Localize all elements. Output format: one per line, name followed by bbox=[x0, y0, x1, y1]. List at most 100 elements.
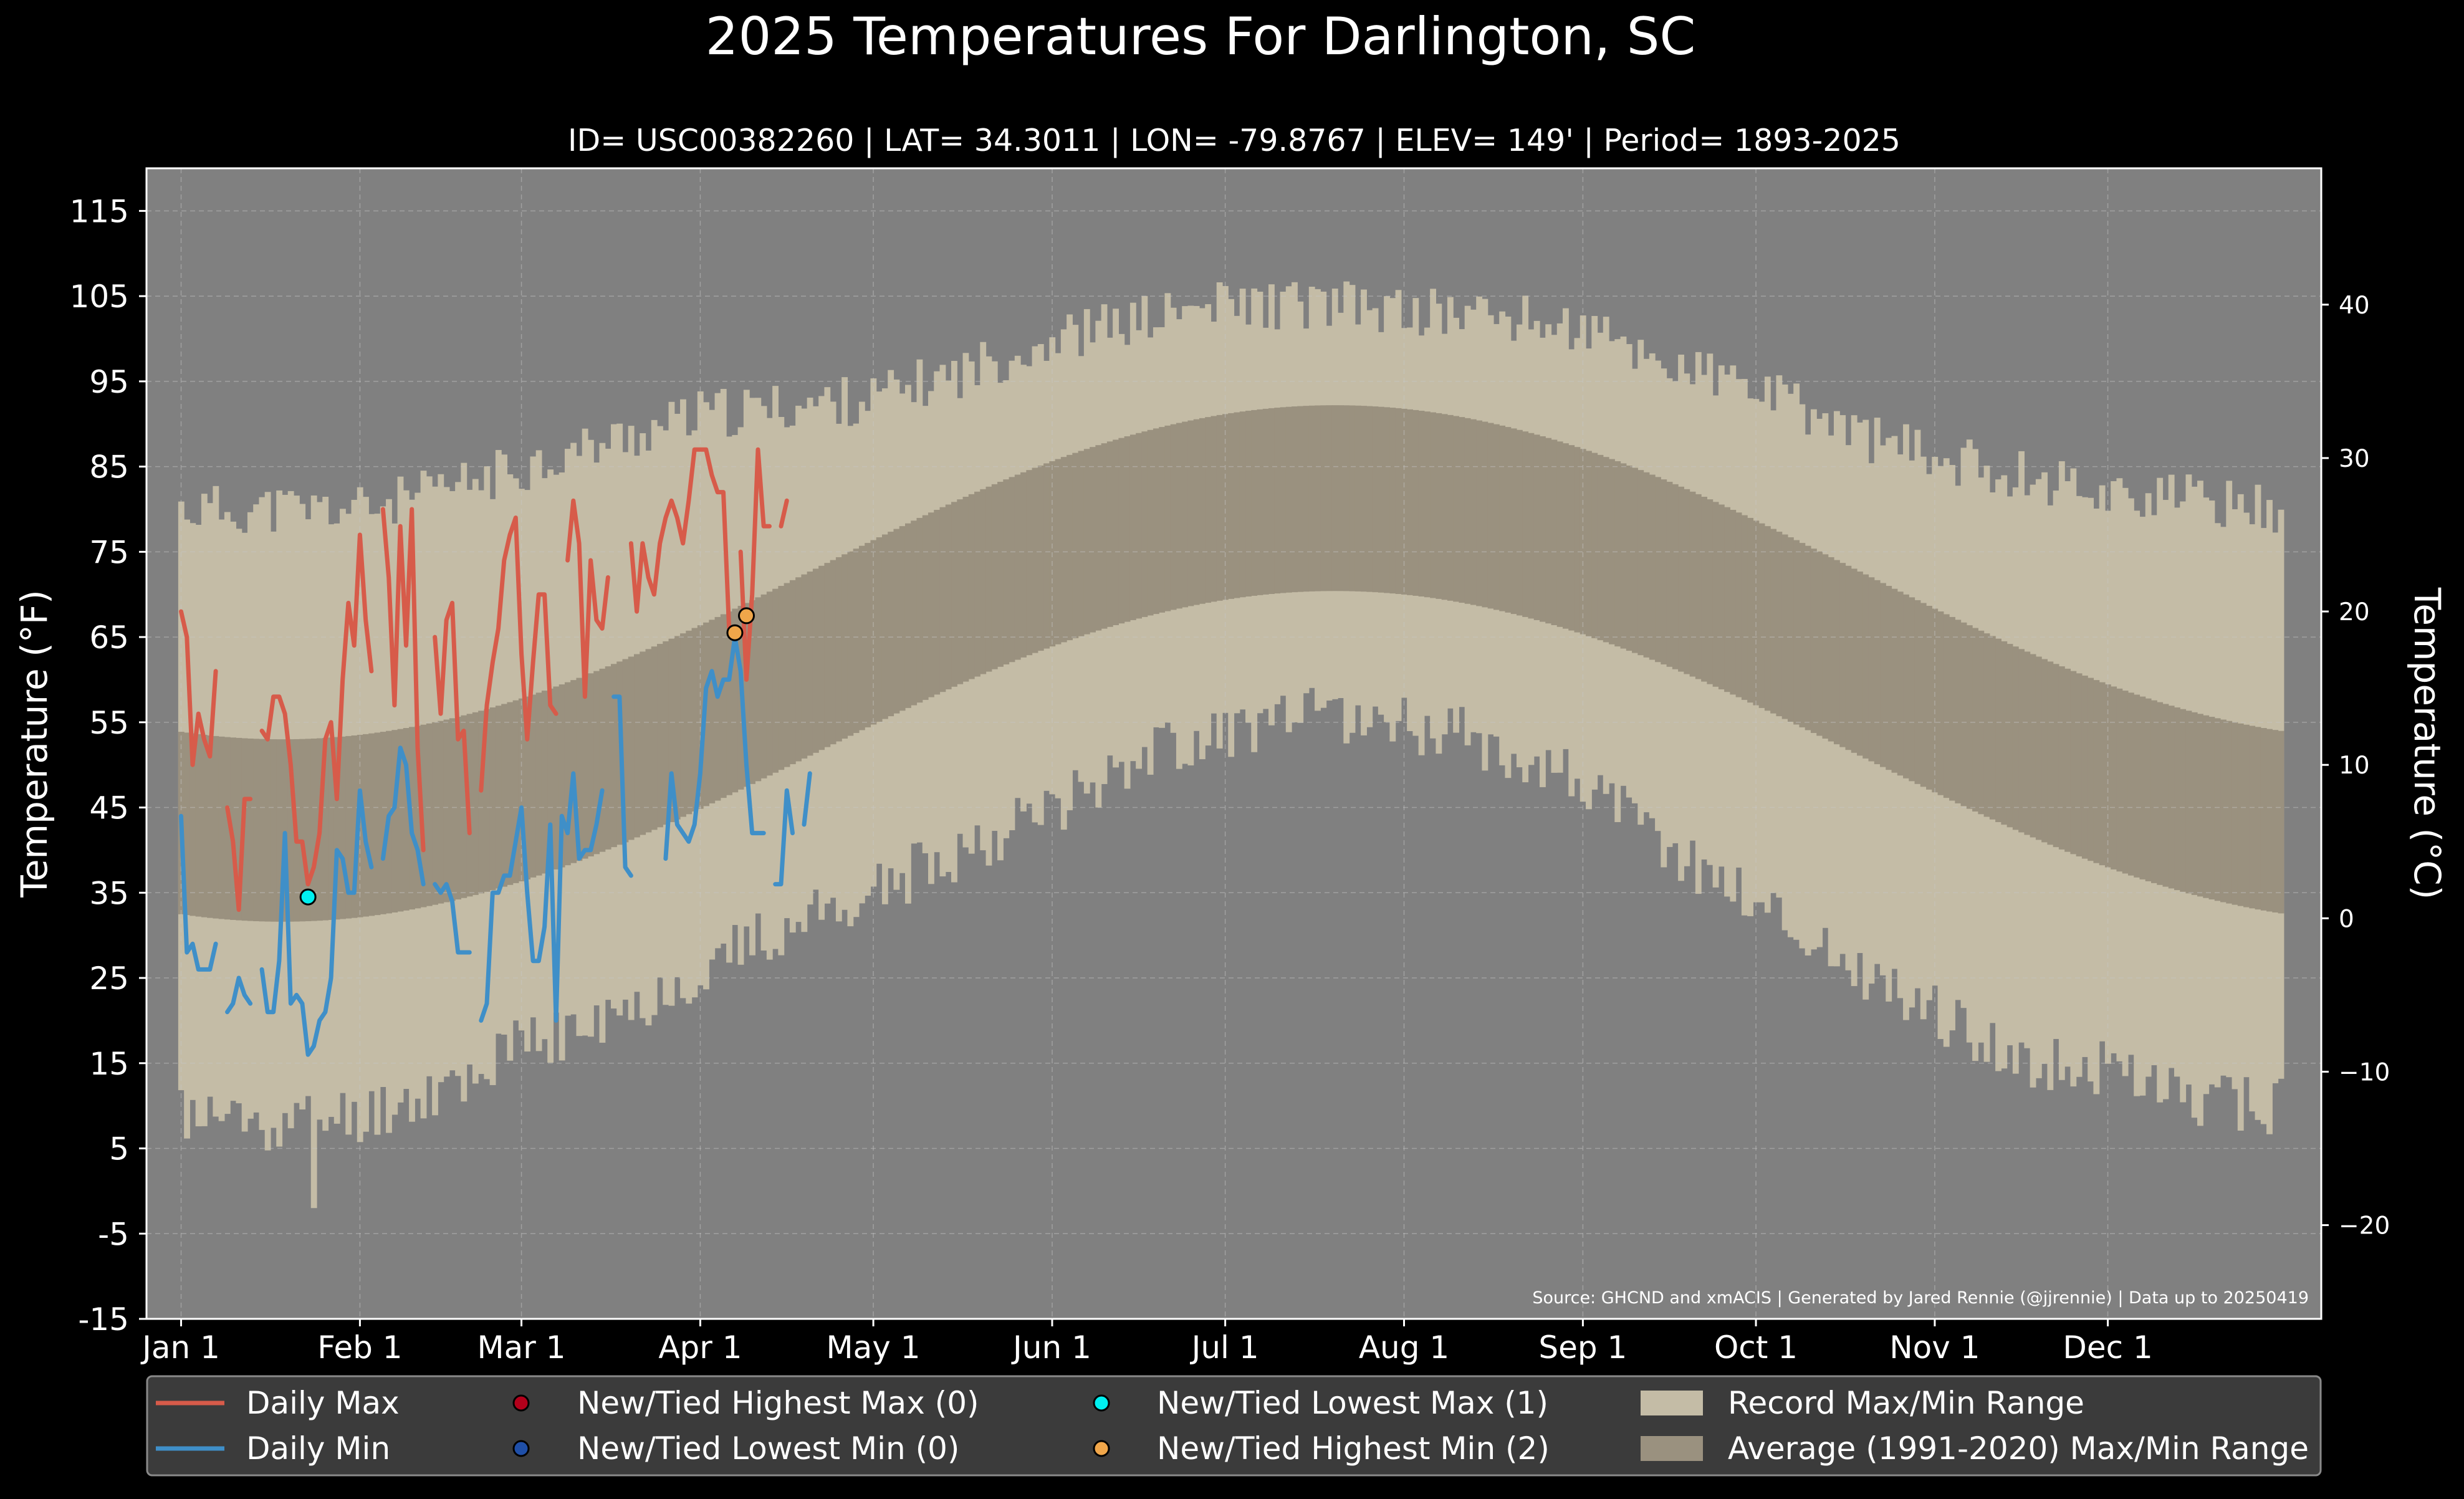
normal-range-bar bbox=[1655, 477, 1661, 663]
y-tick-label: 85 bbox=[89, 449, 129, 486]
x-tick-label: Nov 1 bbox=[1889, 1329, 1980, 1366]
normal-range-bar bbox=[345, 735, 352, 919]
normal-range-bar bbox=[1216, 414, 1223, 601]
y2-tick-label: 30 bbox=[2339, 445, 2370, 473]
normal-range-bar bbox=[599, 668, 606, 852]
x-tick-label: May 1 bbox=[827, 1329, 921, 1366]
normal-range-bar bbox=[2185, 711, 2192, 894]
normal-range-bar bbox=[1205, 417, 1212, 603]
normal-range-bar bbox=[2243, 724, 2250, 908]
normal-range-bar bbox=[1851, 568, 1858, 753]
normal-range-bar bbox=[911, 520, 918, 706]
normal-range-bar bbox=[1516, 429, 1523, 616]
normal-range-bar bbox=[530, 694, 537, 878]
normal-range-bar bbox=[391, 730, 398, 912]
normal-range-bar bbox=[2099, 682, 2106, 866]
normal-range-bar bbox=[2012, 646, 2019, 830]
normal-range-bar bbox=[1661, 479, 1667, 665]
normal-range-bar bbox=[1378, 406, 1384, 593]
normal-range-bar bbox=[1540, 436, 1546, 622]
normal-range-bar bbox=[2116, 688, 2123, 872]
normal-range-bar bbox=[1649, 474, 1656, 660]
record-marker bbox=[737, 607, 755, 625]
series-line-segment bbox=[479, 515, 558, 793]
normal-range-bar bbox=[853, 548, 860, 733]
normal-range-bar bbox=[357, 734, 363, 917]
normal-range-bar bbox=[1914, 600, 1921, 784]
x-tick-label: Feb 1 bbox=[317, 1329, 402, 1366]
normal-range-bar bbox=[489, 707, 496, 891]
normal-range-bar bbox=[1349, 405, 1356, 591]
normal-range-bar bbox=[1470, 419, 1477, 605]
normal-range-bar bbox=[985, 486, 992, 672]
normal-range-bar bbox=[1966, 625, 1973, 809]
normal-range-bar bbox=[1643, 472, 1650, 658]
normal-range-bar bbox=[709, 620, 716, 803]
normal-range-bar bbox=[818, 565, 825, 750]
normal-range-bar bbox=[333, 737, 340, 920]
normal-range-bar bbox=[801, 574, 808, 759]
normal-range-bar bbox=[1574, 447, 1581, 633]
normal-range-bar bbox=[611, 664, 617, 848]
series-line-segment bbox=[433, 882, 472, 955]
normal-range-bar bbox=[1280, 407, 1287, 593]
normal-range-bar bbox=[795, 577, 802, 762]
normal-range-bar bbox=[858, 545, 865, 730]
normal-range-bar bbox=[1459, 417, 1465, 603]
normal-range-bar bbox=[1839, 563, 1846, 747]
normal-range-bar bbox=[726, 611, 732, 795]
normal-range-bar bbox=[426, 723, 433, 906]
normal-range-bar bbox=[287, 739, 294, 922]
series-line-segment bbox=[259, 788, 374, 1057]
normal-range-bar bbox=[553, 686, 560, 869]
normal-range-bar bbox=[2111, 686, 2117, 869]
x-tick-label: Apr 1 bbox=[658, 1329, 742, 1366]
normal-range-bar bbox=[893, 529, 900, 714]
normal-range-bar bbox=[760, 594, 767, 778]
normal-range-bar bbox=[432, 722, 438, 905]
normal-range-bar bbox=[564, 682, 571, 866]
normal-range-bar bbox=[1245, 411, 1252, 597]
normal-range-bar bbox=[888, 532, 894, 717]
normal-range-bar bbox=[876, 537, 883, 722]
normal-range-bar bbox=[1712, 502, 1719, 687]
series-line-segment bbox=[225, 797, 253, 912]
normal-range-bar bbox=[668, 638, 675, 822]
normal-range-bar bbox=[1257, 409, 1263, 595]
normal-range-bar bbox=[1972, 628, 1978, 812]
normal-range-bar bbox=[1101, 443, 1108, 629]
normal-range-bar bbox=[1995, 638, 2001, 822]
normal-range-bar bbox=[230, 737, 237, 920]
normal-range-bar bbox=[1124, 436, 1131, 622]
normal-range-bar bbox=[1210, 416, 1217, 602]
normal-range-bar bbox=[899, 526, 906, 711]
normal-range-bar bbox=[663, 641, 669, 825]
normal-range-bar bbox=[2127, 692, 2134, 876]
normal-range-bar bbox=[1955, 620, 1962, 803]
normal-range-bar bbox=[1441, 414, 1448, 600]
source-note: Source: GHCND and xmACIS | Generated by … bbox=[1532, 1288, 2309, 1308]
normal-range-bar bbox=[1620, 463, 1627, 649]
normal-range-bar bbox=[1384, 407, 1390, 593]
normal-range-bar bbox=[1874, 580, 1881, 765]
normal-range-bar bbox=[645, 649, 652, 833]
normal-range-bar bbox=[1522, 431, 1529, 617]
normal-range-bar bbox=[2266, 729, 2273, 912]
normal-range-bar bbox=[1118, 438, 1125, 624]
y-tick-label: 35 bbox=[89, 875, 129, 911]
normal-range-bar bbox=[541, 691, 548, 874]
normal-range-bar bbox=[622, 659, 629, 843]
normal-range-bar bbox=[1239, 411, 1246, 598]
normal-range-bar bbox=[351, 735, 358, 918]
normal-range-bar bbox=[824, 563, 831, 747]
normal-range-bar bbox=[1528, 433, 1535, 619]
normal-range-bar bbox=[691, 628, 698, 812]
normal-range-bar bbox=[368, 733, 375, 916]
x-tick-label: Oct 1 bbox=[1714, 1329, 1798, 1366]
normal-range-bar bbox=[282, 739, 289, 922]
normal-range-bar bbox=[1770, 529, 1777, 714]
normal-range-bars bbox=[178, 405, 2284, 922]
normal-range-bar bbox=[2272, 730, 2279, 912]
normal-range-bar bbox=[501, 704, 508, 887]
x-tick-label: Dec 1 bbox=[2063, 1329, 2152, 1366]
